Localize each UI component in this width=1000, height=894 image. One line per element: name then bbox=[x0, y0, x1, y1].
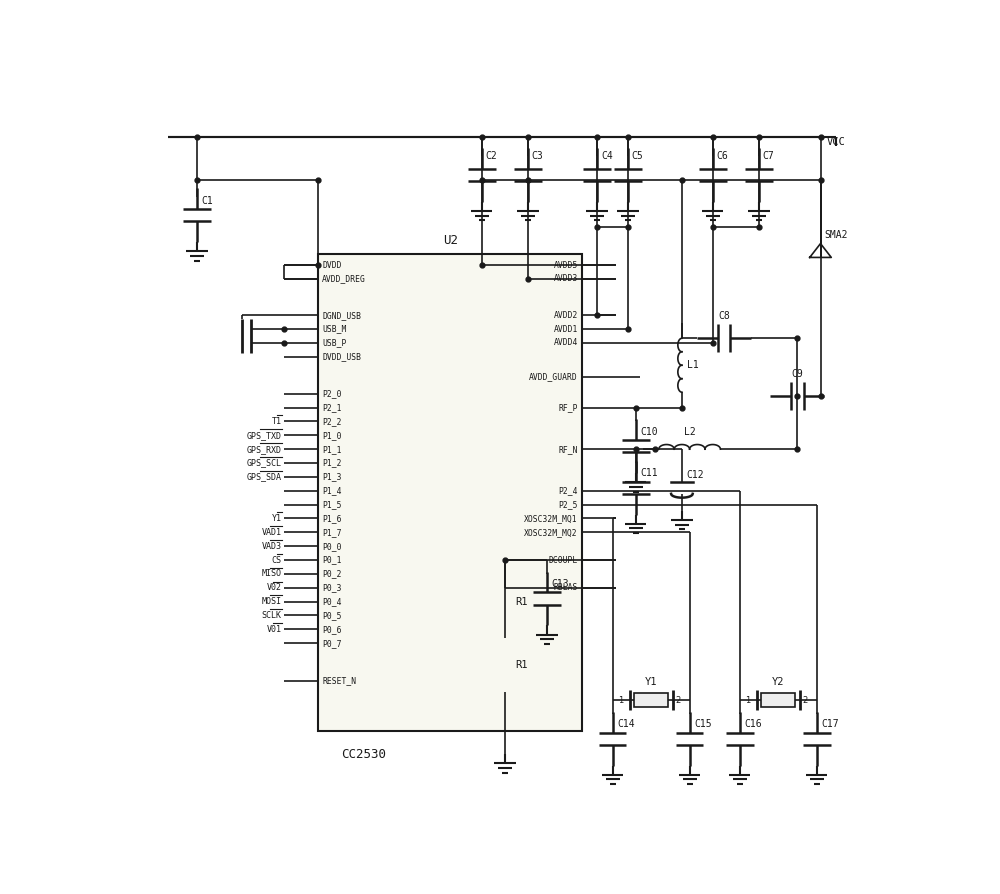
Text: AVDD5: AVDD5 bbox=[554, 261, 578, 270]
Text: C15: C15 bbox=[694, 720, 712, 730]
Text: MISO: MISO bbox=[262, 569, 282, 578]
Text: C1: C1 bbox=[201, 196, 213, 206]
Text: C7: C7 bbox=[763, 151, 774, 161]
Text: P0_2: P0_2 bbox=[322, 569, 342, 578]
Text: P2_0: P2_0 bbox=[322, 389, 342, 398]
Text: C12: C12 bbox=[687, 470, 704, 480]
Text: 1: 1 bbox=[745, 696, 750, 704]
Text: P0_5: P0_5 bbox=[322, 611, 342, 620]
Text: U2: U2 bbox=[443, 234, 458, 248]
Text: C2: C2 bbox=[486, 151, 497, 161]
Text: AVDD1: AVDD1 bbox=[554, 325, 578, 333]
Text: CC2530: CC2530 bbox=[342, 748, 387, 761]
Text: C5: C5 bbox=[632, 151, 644, 161]
Text: GPS_TXD: GPS_TXD bbox=[246, 431, 282, 440]
Text: Y1: Y1 bbox=[645, 677, 657, 687]
Bar bbox=[634, 693, 668, 707]
Text: XOSC32M_MQ2: XOSC32M_MQ2 bbox=[524, 527, 578, 536]
Text: DVDD: DVDD bbox=[322, 261, 342, 270]
Text: USB_P: USB_P bbox=[322, 339, 347, 348]
Text: P0_1: P0_1 bbox=[322, 555, 342, 564]
Text: RESET_N: RESET_N bbox=[322, 677, 356, 686]
Text: VAD1: VAD1 bbox=[262, 527, 282, 536]
Text: RF_N: RF_N bbox=[558, 444, 578, 453]
Text: P1_6: P1_6 bbox=[322, 514, 342, 523]
Text: Y2: Y2 bbox=[772, 677, 784, 687]
Text: C11: C11 bbox=[640, 468, 658, 478]
Text: P1_7: P1_7 bbox=[322, 527, 342, 536]
Text: T1: T1 bbox=[272, 417, 282, 426]
Text: P0_4: P0_4 bbox=[322, 597, 342, 606]
Text: AVDD_DREG: AVDD_DREG bbox=[322, 274, 366, 283]
Text: P1_4: P1_4 bbox=[322, 486, 342, 495]
Text: GPS_SDA: GPS_SDA bbox=[246, 472, 282, 481]
Text: DCOUPL: DCOUPL bbox=[549, 555, 578, 564]
Text: AVDD3: AVDD3 bbox=[554, 274, 578, 283]
Text: C17: C17 bbox=[821, 720, 839, 730]
Text: AVDD_GUARD: AVDD_GUARD bbox=[529, 372, 578, 381]
Text: VCC: VCC bbox=[827, 138, 845, 148]
Text: 2: 2 bbox=[676, 696, 681, 704]
Text: DVDD_USB: DVDD_USB bbox=[322, 352, 361, 361]
Text: P2_5: P2_5 bbox=[558, 500, 578, 509]
Text: V02: V02 bbox=[266, 583, 282, 592]
Text: L1: L1 bbox=[687, 360, 698, 370]
Text: C13: C13 bbox=[552, 579, 569, 589]
Bar bbox=[318, 254, 582, 731]
Text: P1_0: P1_0 bbox=[322, 431, 342, 440]
Text: P1_2: P1_2 bbox=[322, 459, 342, 468]
Text: V01: V01 bbox=[266, 625, 282, 634]
Text: AVDD4: AVDD4 bbox=[554, 339, 578, 348]
Text: 2: 2 bbox=[803, 696, 808, 704]
Text: GPS_SCL: GPS_SCL bbox=[246, 459, 282, 468]
Text: RBLAS: RBLAS bbox=[554, 583, 578, 592]
Text: VAD3: VAD3 bbox=[262, 542, 282, 551]
Text: CS: CS bbox=[272, 555, 282, 564]
Text: P0_6: P0_6 bbox=[322, 625, 342, 634]
Text: P1_1: P1_1 bbox=[322, 444, 342, 453]
Text: C3: C3 bbox=[532, 151, 544, 161]
Text: C10: C10 bbox=[640, 426, 658, 437]
Text: USB_M: USB_M bbox=[322, 325, 347, 333]
Text: MOSI: MOSI bbox=[262, 597, 282, 606]
Text: 1: 1 bbox=[618, 696, 623, 704]
Text: SMA2: SMA2 bbox=[824, 230, 848, 240]
Text: C8: C8 bbox=[718, 311, 730, 321]
Text: SCLK: SCLK bbox=[262, 611, 282, 620]
Text: P0_3: P0_3 bbox=[322, 583, 342, 592]
Text: P1_5: P1_5 bbox=[322, 500, 342, 509]
Text: P2_1: P2_1 bbox=[322, 403, 342, 412]
Text: C16: C16 bbox=[744, 720, 762, 730]
Text: AVDD2: AVDD2 bbox=[554, 311, 578, 320]
Text: GPS_RXD: GPS_RXD bbox=[246, 444, 282, 453]
Text: RF_P: RF_P bbox=[558, 403, 578, 412]
Text: P2_4: P2_4 bbox=[558, 486, 578, 495]
Text: R1: R1 bbox=[516, 660, 528, 670]
Text: Y1: Y1 bbox=[272, 514, 282, 523]
Bar bbox=[761, 693, 795, 707]
Text: DGND_USB: DGND_USB bbox=[322, 311, 361, 320]
Text: XOSC32M_MQ1: XOSC32M_MQ1 bbox=[524, 514, 578, 523]
Text: P0_7: P0_7 bbox=[322, 638, 342, 647]
Text: C9: C9 bbox=[792, 369, 803, 379]
Text: C6: C6 bbox=[717, 151, 728, 161]
Text: L2: L2 bbox=[684, 426, 695, 437]
Text: R1: R1 bbox=[516, 597, 528, 607]
Bar bbox=[496, 637, 514, 692]
Text: P1_3: P1_3 bbox=[322, 472, 342, 481]
Text: C4: C4 bbox=[601, 151, 613, 161]
Text: P2_2: P2_2 bbox=[322, 417, 342, 426]
Text: P0_0: P0_0 bbox=[322, 542, 342, 551]
Text: C14: C14 bbox=[617, 720, 635, 730]
